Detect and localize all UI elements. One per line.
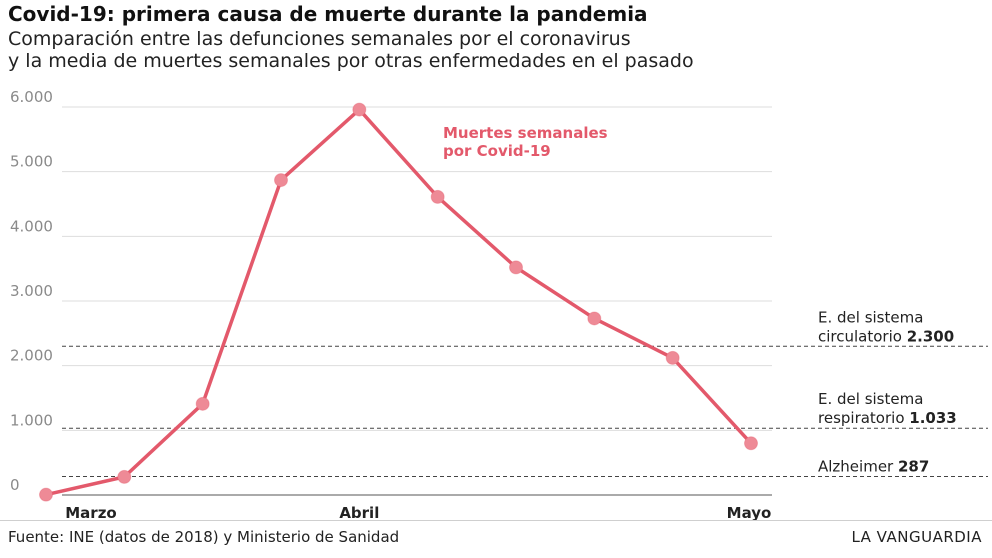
reference-label-name: circulatorio	[818, 327, 907, 345]
x-tick-label: Abril	[339, 504, 379, 520]
series-label: Muertes semanales	[443, 124, 608, 142]
source-note: Fuente: INE (datos de 2018) y Ministerio…	[8, 528, 400, 546]
data-point	[744, 436, 758, 451]
data-point	[274, 173, 288, 188]
y-tick-label: 3.000	[10, 282, 53, 300]
reference-label-line-2: circulatorio 2.300	[818, 327, 954, 345]
data-point	[430, 189, 445, 204]
reference-value: 287	[898, 457, 929, 475]
chart-subtitle: Comparación entre las defunciones semana…	[8, 28, 694, 72]
chart-title: Covid-19: primera causa de muerte durant…	[8, 2, 648, 26]
reference-value: 2.300	[907, 327, 954, 345]
y-tick-label: 4.000	[10, 217, 53, 235]
data-point	[195, 396, 210, 411]
x-tick-label: Marzo	[65, 504, 116, 520]
data-point	[352, 102, 367, 117]
reference-label-line-1: E. del sistema	[818, 308, 923, 326]
reference-label-name: respiratorio	[818, 409, 909, 427]
reference-value: 1.033	[909, 409, 956, 427]
x-tick-label: Mayo	[727, 504, 772, 520]
series-line	[44, 107, 753, 497]
subtitle-line-1: Comparación entre las defunciones semana…	[8, 28, 631, 50]
line-chart: 0 1.000 2.000 3.000 4.000 5.000 6.000 Marzo Abri…	[10, 88, 988, 520]
brand-logo: LA VANGUARDIA	[851, 528, 982, 546]
reference-label-line-2: Alzheimer 287	[818, 457, 929, 475]
y-tick-label: 1.000	[10, 411, 53, 429]
reference-label-name: Alzheimer	[818, 457, 898, 475]
y-tick-label: 5.000	[10, 153, 53, 171]
data-point	[117, 469, 132, 484]
footer-divider	[0, 520, 992, 521]
data-point	[665, 350, 680, 365]
y-tick-label: 2.000	[10, 347, 53, 365]
subtitle-line-2: y la media de muertes semanales por otra…	[8, 50, 694, 72]
series-label: por Covid-19	[443, 142, 551, 160]
y-tick-label: 6.000	[10, 88, 53, 106]
data-point	[39, 487, 53, 502]
grid-layer: 0 1.000 2.000 3.000 4.000 5.000 6.000 Marzo Abri…	[10, 88, 772, 520]
y-tick-label: 0	[10, 476, 20, 494]
data-point	[587, 311, 602, 326]
reference-label-line-2: respiratorio 1.033	[818, 409, 957, 427]
data-point	[509, 260, 523, 275]
reference-label-line-1: E. del sistema	[818, 390, 923, 408]
series-layer	[39, 102, 758, 502]
